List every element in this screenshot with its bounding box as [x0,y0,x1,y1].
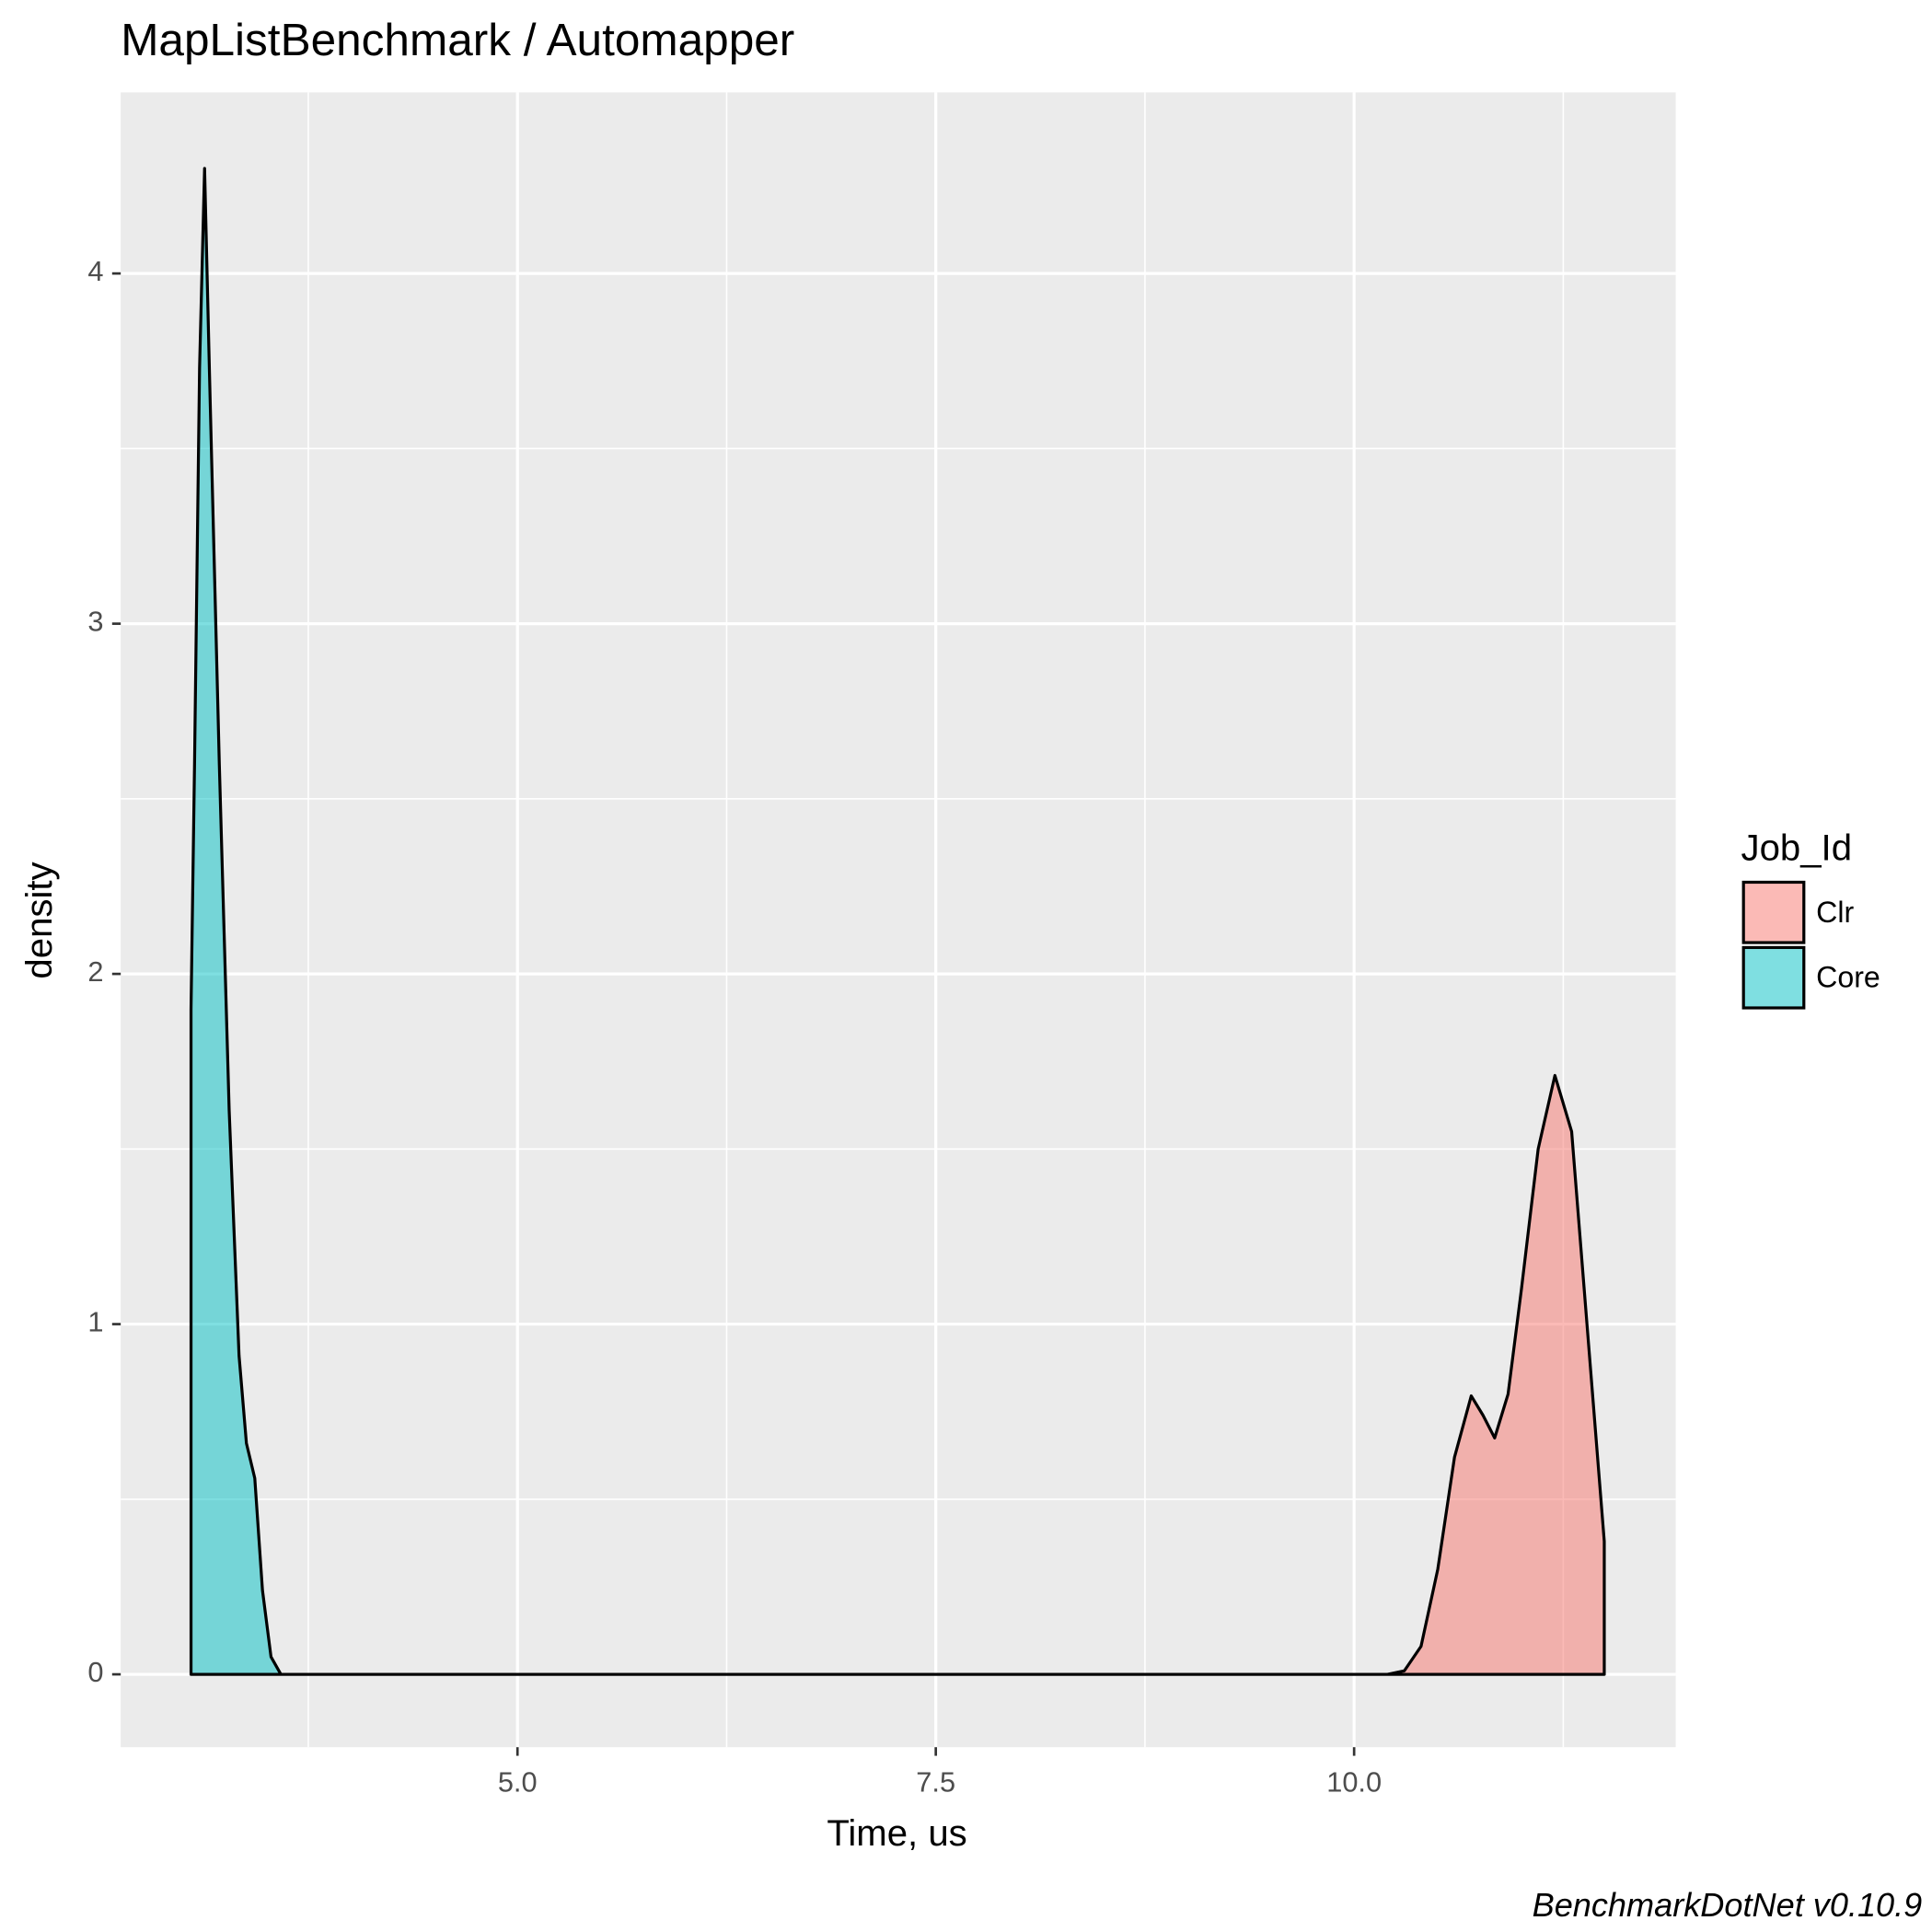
legend-title: Job_Id [1741,827,1853,868]
legend-label: Clr [1816,896,1854,929]
legend-key [1741,945,1806,1010]
caption: BenchmarkDotNet v0.10.9 [1533,1886,1923,1924]
x-axis-title: Time, us [827,1812,966,1854]
x-tick-label: 10.0 [1326,1765,1382,1798]
y-axis-title: density [18,862,60,978]
y-tick-label: 4 [87,255,103,287]
density-area [189,167,1606,1676]
y-tick-label: 0 [87,1656,103,1688]
chart-title: MapListBenchmark / Automapper [121,15,794,65]
density-area [189,1073,1606,1676]
x-tick-label: 7.5 [916,1765,955,1798]
y-tick-label: 1 [87,1306,103,1338]
legend-key [1741,880,1806,944]
y-tick-label: 3 [87,606,103,638]
x-tick-label: 5.0 [498,1765,538,1798]
panel [121,92,1676,1748]
y-tick-label: 2 [87,955,103,988]
legend-label: Core [1816,961,1880,994]
